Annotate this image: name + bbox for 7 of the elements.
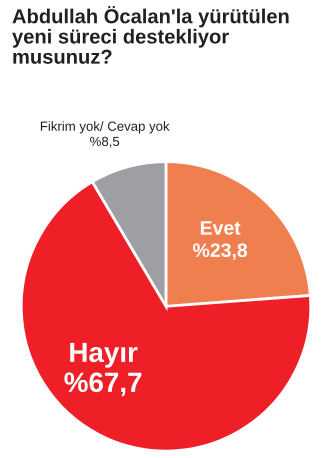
data-label: %8,5 bbox=[90, 136, 120, 148]
data-label: %23,8 bbox=[193, 243, 248, 260]
slice-label: Hayır bbox=[70, 342, 138, 368]
slice-label: Fikrim yok/ Cevap yok bbox=[40, 121, 170, 134]
chart-title: Abdullah Öcalan'la yürütülen yeni süreci destekliyor musunuz? bbox=[12, 6, 289, 64]
data-label: %67,7 bbox=[64, 372, 142, 396]
slice-label: Evet bbox=[200, 221, 240, 235]
